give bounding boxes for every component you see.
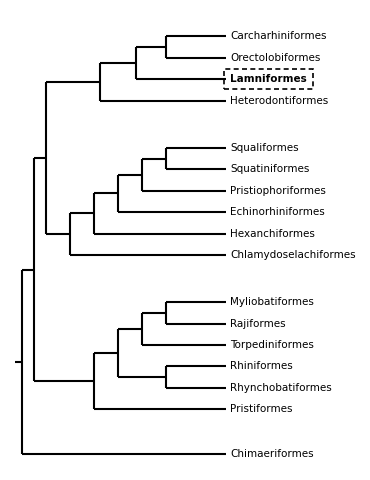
Text: Squatiniformes: Squatiniformes xyxy=(230,164,310,174)
Text: Rajiformes: Rajiformes xyxy=(230,319,286,329)
Text: Squaliformes: Squaliformes xyxy=(230,143,299,153)
Text: Myliobatiformes: Myliobatiformes xyxy=(230,297,314,307)
Text: Hexanchiformes: Hexanchiformes xyxy=(230,228,315,239)
Text: Echinorhiniformes: Echinorhiniformes xyxy=(230,207,325,217)
Text: Torpediniformes: Torpediniformes xyxy=(230,340,314,350)
Text: Pristiformes: Pristiformes xyxy=(230,404,293,414)
Text: Rhiniformes: Rhiniformes xyxy=(230,361,293,372)
Text: Pristiophoriformes: Pristiophoriformes xyxy=(230,186,326,196)
Text: Carcharhiniformes: Carcharhiniformes xyxy=(230,31,327,41)
Text: Chlamydoselachiformes: Chlamydoselachiformes xyxy=(230,250,356,260)
Text: Chimaeriformes: Chimaeriformes xyxy=(230,449,314,459)
Text: Lamniformes: Lamniformes xyxy=(230,74,307,84)
Text: Rhynchobatiformes: Rhynchobatiformes xyxy=(230,383,332,393)
Text: Heterodontiformes: Heterodontiformes xyxy=(230,96,329,106)
Text: Orectolobiformes: Orectolobiformes xyxy=(230,53,321,63)
